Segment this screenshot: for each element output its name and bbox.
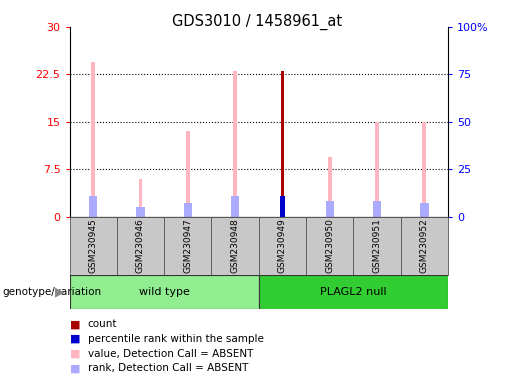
Text: percentile rank within the sample: percentile rank within the sample bbox=[88, 334, 264, 344]
Bar bbox=[231, 196, 239, 217]
Text: ■: ■ bbox=[70, 363, 80, 373]
Text: value, Detection Call = ABSENT: value, Detection Call = ABSENT bbox=[88, 349, 253, 359]
Bar bbox=[281, 71, 284, 217]
Bar bbox=[375, 122, 379, 217]
Bar bbox=[259, 217, 306, 275]
Bar bbox=[233, 71, 237, 217]
Text: GDS3010 / 1458961_at: GDS3010 / 1458961_at bbox=[173, 13, 342, 30]
Text: GSM230945: GSM230945 bbox=[89, 218, 98, 273]
Bar bbox=[259, 275, 448, 309]
Text: rank, Detection Call = ABSENT: rank, Detection Call = ABSENT bbox=[88, 363, 248, 373]
Bar bbox=[91, 62, 95, 217]
Text: GSM230946: GSM230946 bbox=[136, 218, 145, 273]
Text: wild type: wild type bbox=[139, 287, 190, 297]
Bar bbox=[280, 196, 285, 217]
Bar bbox=[70, 217, 117, 275]
Bar bbox=[139, 179, 142, 217]
Bar bbox=[70, 275, 259, 309]
Bar bbox=[401, 217, 448, 275]
Bar bbox=[89, 196, 97, 217]
Text: ■: ■ bbox=[70, 319, 80, 329]
Text: PLAGL2 null: PLAGL2 null bbox=[320, 287, 387, 297]
Text: GSM230951: GSM230951 bbox=[372, 218, 382, 273]
Bar bbox=[353, 217, 401, 275]
Bar bbox=[136, 207, 145, 217]
Bar bbox=[373, 201, 381, 217]
Text: GSM230952: GSM230952 bbox=[420, 218, 429, 273]
Bar bbox=[164, 217, 212, 275]
Text: ▶: ▶ bbox=[55, 285, 64, 298]
Text: GSM230949: GSM230949 bbox=[278, 218, 287, 273]
Bar bbox=[186, 131, 190, 217]
Text: GSM230948: GSM230948 bbox=[231, 218, 239, 273]
Text: ■: ■ bbox=[70, 349, 80, 359]
Text: genotype/variation: genotype/variation bbox=[3, 287, 101, 297]
Bar bbox=[212, 217, 259, 275]
Bar bbox=[183, 203, 192, 217]
Bar bbox=[325, 201, 334, 217]
Text: ■: ■ bbox=[70, 334, 80, 344]
Bar bbox=[422, 122, 426, 217]
Bar bbox=[117, 217, 164, 275]
Bar bbox=[328, 157, 332, 217]
Text: GSM230947: GSM230947 bbox=[183, 218, 192, 273]
Bar bbox=[306, 217, 353, 275]
Bar bbox=[420, 203, 428, 217]
Text: GSM230950: GSM230950 bbox=[325, 218, 334, 273]
Text: count: count bbox=[88, 319, 117, 329]
